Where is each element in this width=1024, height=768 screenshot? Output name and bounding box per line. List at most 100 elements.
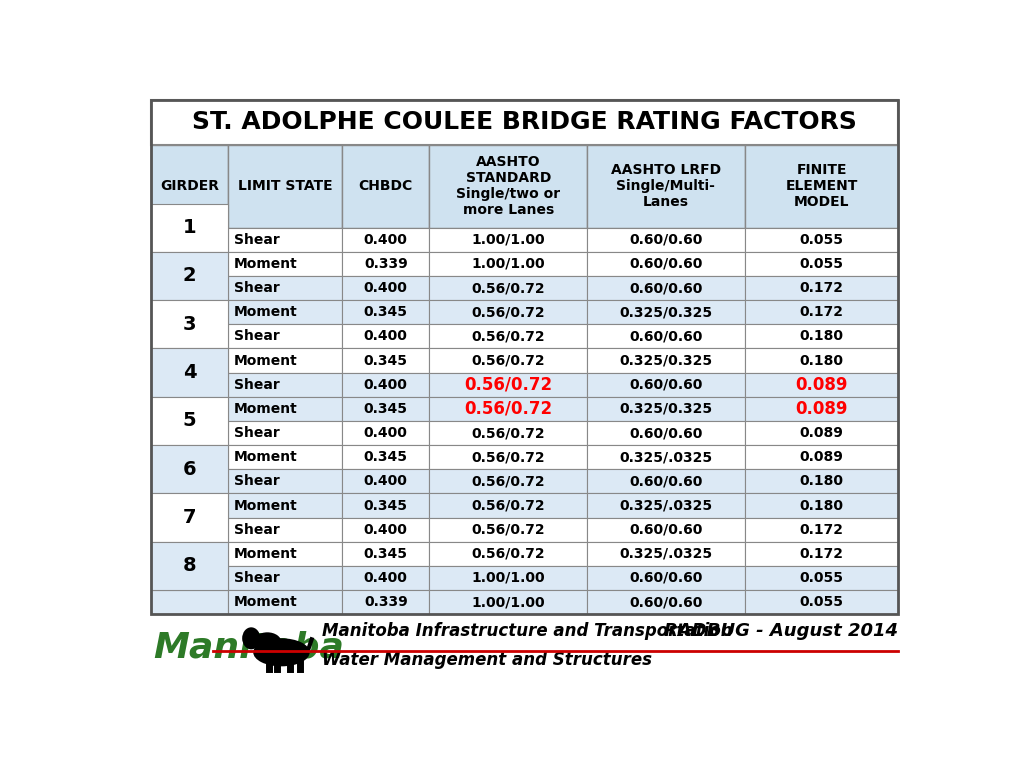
Bar: [744, 300, 898, 324]
Bar: [152, 300, 227, 324]
Bar: [587, 590, 744, 614]
Bar: [227, 541, 342, 566]
Text: 0.345: 0.345: [364, 498, 408, 512]
Text: 5: 5: [182, 412, 197, 430]
Text: ST. ADOLPHE COULEE BRIDGE RATING FACTORS: ST. ADOLPHE COULEE BRIDGE RATING FACTORS: [193, 110, 857, 134]
Text: 1.00/1.00: 1.00/1.00: [471, 233, 545, 247]
Bar: [587, 421, 744, 445]
Bar: [744, 445, 898, 469]
Text: 0.325/0.325: 0.325/0.325: [620, 305, 713, 319]
Bar: [587, 518, 744, 541]
Bar: [152, 397, 227, 421]
Bar: [152, 100, 898, 144]
Bar: [429, 276, 587, 300]
Text: 0.089: 0.089: [800, 426, 844, 440]
Text: 0.172: 0.172: [800, 547, 844, 561]
Bar: [227, 252, 342, 276]
Bar: [152, 349, 227, 372]
Text: 1.00/1.00: 1.00/1.00: [471, 595, 545, 609]
Text: 0.400: 0.400: [364, 378, 408, 392]
Text: 0.180: 0.180: [800, 329, 844, 343]
Text: 0.56/0.72: 0.56/0.72: [464, 400, 552, 418]
Text: GIRDER: GIRDER: [160, 179, 219, 193]
Bar: [429, 144, 587, 227]
Bar: [587, 541, 744, 566]
Text: 0.60/0.60: 0.60/0.60: [629, 523, 702, 537]
Bar: [342, 445, 429, 469]
Text: Moment: Moment: [233, 595, 298, 609]
Bar: [342, 372, 429, 397]
Text: 0.055: 0.055: [800, 595, 844, 609]
Text: 0.345: 0.345: [364, 547, 408, 561]
Bar: [744, 227, 898, 252]
Bar: [744, 324, 898, 349]
Bar: [152, 445, 227, 469]
Bar: [152, 397, 227, 445]
Bar: [227, 144, 342, 227]
Text: FINITE
ELEMENT
MODEL: FINITE ELEMENT MODEL: [785, 163, 858, 210]
Bar: [587, 469, 744, 493]
Text: 0.089: 0.089: [800, 450, 844, 464]
Text: 0.56/0.72: 0.56/0.72: [471, 547, 545, 561]
Bar: [152, 469, 227, 493]
Bar: [429, 227, 587, 252]
Text: 0.180: 0.180: [800, 475, 844, 488]
Ellipse shape: [242, 627, 260, 649]
Bar: [227, 397, 342, 421]
Bar: [744, 349, 898, 372]
Bar: [429, 252, 587, 276]
Bar: [587, 397, 744, 421]
Text: 0.180: 0.180: [800, 353, 844, 368]
Text: 0.089: 0.089: [796, 400, 848, 418]
Bar: [342, 252, 429, 276]
Bar: [152, 372, 227, 397]
Text: Shear: Shear: [233, 233, 280, 247]
Text: 0.56/0.72: 0.56/0.72: [471, 523, 545, 537]
Text: Manitoba: Manitoba: [153, 631, 344, 664]
Bar: [587, 324, 744, 349]
Bar: [227, 227, 342, 252]
Text: 0.325/.0325: 0.325/.0325: [620, 450, 713, 464]
Bar: [744, 421, 898, 445]
Text: 0.325/0.325: 0.325/0.325: [620, 353, 713, 368]
Bar: [227, 324, 342, 349]
Text: 0.345: 0.345: [364, 450, 408, 464]
Bar: [744, 276, 898, 300]
Bar: [227, 518, 342, 541]
Text: Moment: Moment: [233, 305, 298, 319]
Bar: [429, 445, 587, 469]
Bar: [152, 445, 227, 493]
Bar: [429, 590, 587, 614]
Text: 0.56/0.72: 0.56/0.72: [471, 498, 545, 512]
Text: 2: 2: [182, 266, 197, 286]
Bar: [429, 566, 587, 590]
Text: Shear: Shear: [233, 329, 280, 343]
Bar: [152, 204, 227, 252]
Text: 0.345: 0.345: [364, 353, 408, 368]
Text: RADBUG - August 2014: RADBUG - August 2014: [665, 622, 898, 641]
Text: 0.400: 0.400: [364, 426, 408, 440]
Text: 0.60/0.60: 0.60/0.60: [629, 475, 702, 488]
Bar: [152, 227, 227, 252]
Text: 0.055: 0.055: [800, 233, 844, 247]
Text: 0.56/0.72: 0.56/0.72: [464, 376, 552, 394]
Text: 0.60/0.60: 0.60/0.60: [629, 281, 702, 295]
Text: 6: 6: [182, 460, 197, 478]
Bar: [587, 276, 744, 300]
Bar: [227, 469, 342, 493]
Bar: [152, 252, 227, 300]
Text: 0.56/0.72: 0.56/0.72: [471, 450, 545, 464]
Text: 0.400: 0.400: [364, 329, 408, 343]
Text: 0.60/0.60: 0.60/0.60: [629, 233, 702, 247]
Bar: [744, 518, 898, 541]
Text: 0.56/0.72: 0.56/0.72: [471, 426, 545, 440]
Text: 0.60/0.60: 0.60/0.60: [629, 426, 702, 440]
Bar: [744, 252, 898, 276]
Bar: [587, 144, 744, 227]
Bar: [152, 518, 227, 541]
Text: 0.60/0.60: 0.60/0.60: [629, 378, 702, 392]
Text: 0.325/0.325: 0.325/0.325: [620, 402, 713, 415]
Bar: [227, 493, 342, 518]
Ellipse shape: [253, 638, 309, 667]
Text: Shear: Shear: [233, 523, 280, 537]
